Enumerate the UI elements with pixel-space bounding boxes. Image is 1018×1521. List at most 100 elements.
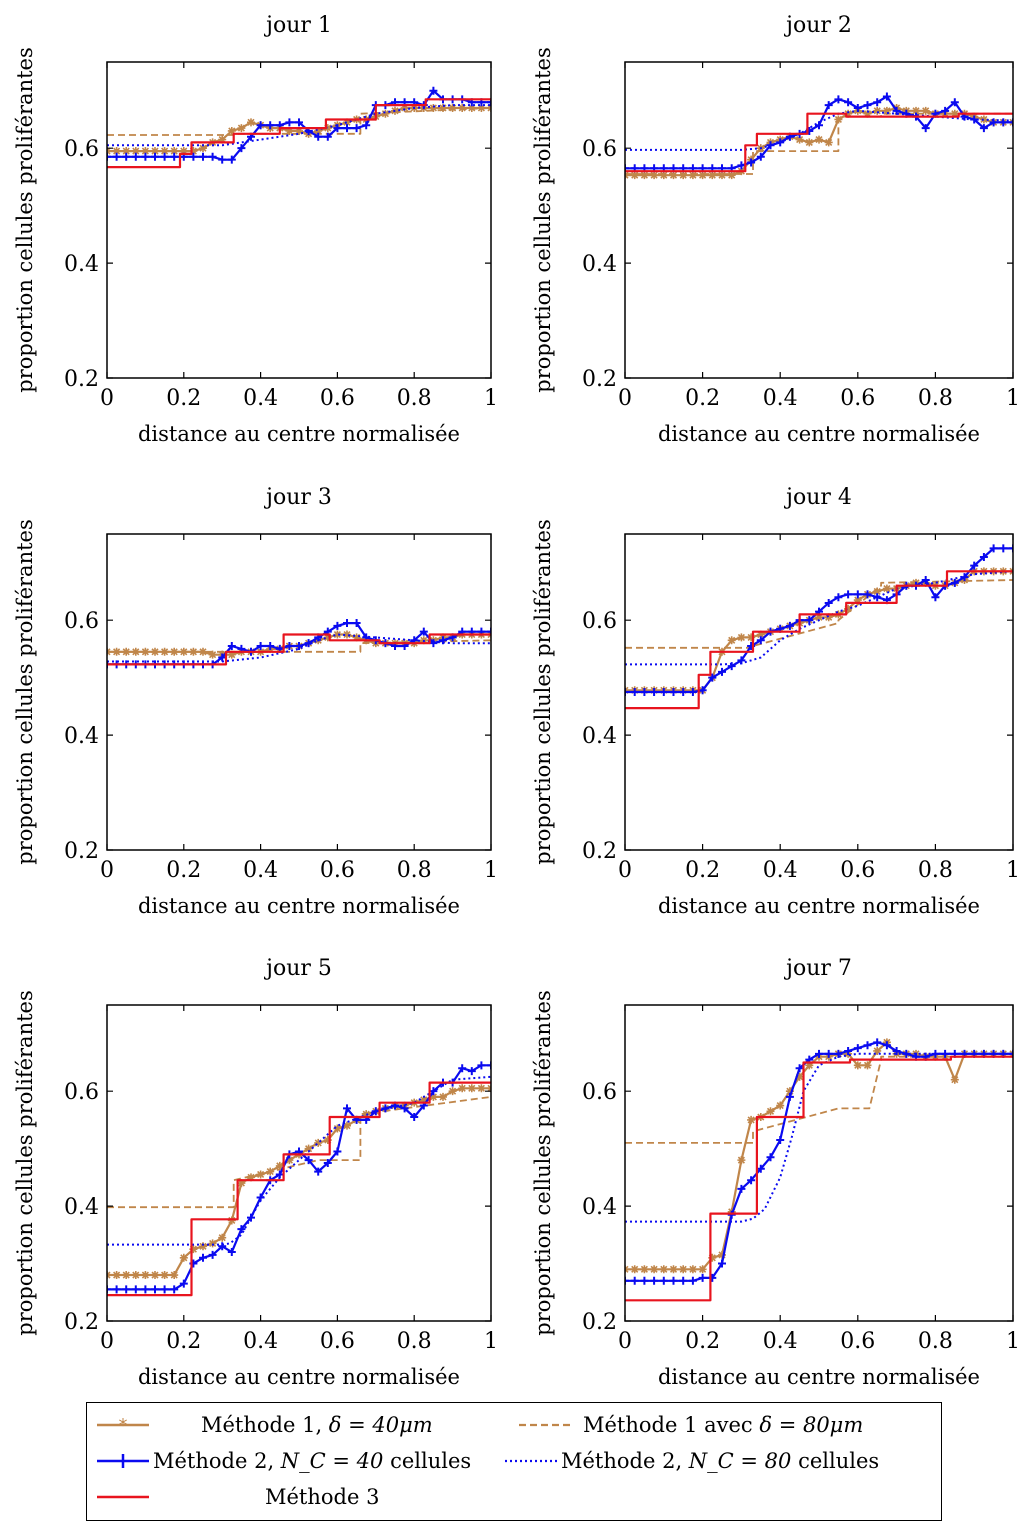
x-tick-label: 0.4 <box>243 1329 278 1354</box>
series-line-methode-1-avec-80-m <box>107 1096 491 1209</box>
legend-symbol-methode-1-80 <box>519 1423 571 1427</box>
data-point <box>227 650 236 659</box>
data-point <box>429 1092 438 1101</box>
data-point <box>448 1087 457 1096</box>
legend-label-methode-1-40: Méthode 1, δ = 40μm <box>201 1413 433 1437</box>
data-point <box>429 86 438 95</box>
data-point <box>429 103 438 112</box>
data-point <box>795 135 804 144</box>
x-tick-label: 0 <box>618 858 632 883</box>
x-tick-label: 0.6 <box>320 858 355 883</box>
data-point <box>170 147 179 156</box>
data-point <box>756 630 765 639</box>
data-point <box>718 171 726 180</box>
data-point <box>737 1184 746 1193</box>
data-point <box>882 92 891 101</box>
data-point <box>727 1210 736 1219</box>
data-point <box>737 161 746 170</box>
data-point <box>218 135 227 144</box>
data-point <box>979 552 988 561</box>
data-point <box>477 103 486 112</box>
data-point <box>873 587 882 596</box>
data-point <box>630 1265 639 1274</box>
y-tick-label: 0.6 <box>582 1080 617 1105</box>
x-tick-label: 0.8 <box>397 858 432 883</box>
data-point <box>824 613 833 622</box>
data-point <box>295 642 303 651</box>
data-point <box>853 596 862 605</box>
data-point <box>863 109 872 118</box>
data-point <box>410 1113 419 1122</box>
plot-frame <box>624 533 1014 851</box>
data-point <box>873 593 882 602</box>
data-point <box>950 578 959 587</box>
x-tick-label: 0.4 <box>763 1329 798 1354</box>
y-tick-label: 0.4 <box>582 724 617 749</box>
data-point <box>785 1092 794 1101</box>
data-point <box>199 647 207 656</box>
data-point <box>853 590 862 599</box>
data-point <box>708 1253 717 1262</box>
x-tick-label: 0.2 <box>166 1329 201 1354</box>
series-group <box>625 1038 1013 1302</box>
legend-symbol-methode-2-40 <box>97 1454 149 1468</box>
svg-text:*: * <box>119 1415 128 1436</box>
y-tick-label: 0.6 <box>64 137 99 162</box>
data-point <box>718 1250 726 1259</box>
data-point <box>477 1084 486 1093</box>
data-point <box>737 633 746 642</box>
data-point <box>218 653 227 662</box>
series-line-methode-3 <box>107 1081 491 1297</box>
data-point <box>199 152 207 161</box>
data-point <box>208 650 217 659</box>
data-point <box>179 1279 188 1288</box>
y-axis-label: proportion cellules proliférantes <box>531 990 555 1335</box>
legend-label-methode-3: Méthode 3 <box>265 1485 380 1509</box>
series-line-methode-3 <box>625 1055 1013 1302</box>
data-point <box>247 1173 255 1182</box>
data-point <box>458 1084 467 1093</box>
x-tick-label: 0 <box>100 1329 114 1354</box>
data-point <box>979 124 988 133</box>
x-tick-label: 0.2 <box>166 386 201 411</box>
data-point <box>844 604 853 613</box>
legend-symbol-methode-3 <box>97 1495 149 1499</box>
data-point <box>141 147 150 156</box>
data-point <box>323 1159 332 1167</box>
data-point <box>275 1161 284 1170</box>
data-point <box>625 688 629 696</box>
x-tick-label: 0.6 <box>320 386 355 411</box>
data-point <box>208 1250 217 1259</box>
data-point <box>708 673 717 682</box>
data-point <box>266 642 275 651</box>
data-point <box>131 147 140 156</box>
x-tick-label: 0.4 <box>243 858 278 883</box>
x-tick-label: 0.2 <box>685 386 720 411</box>
data-point <box>785 1087 794 1096</box>
legend-symbol-methode-2-80 <box>505 1459 557 1463</box>
data-point <box>640 1276 649 1285</box>
data-point <box>912 106 920 115</box>
y-axis-label: proportion cellules proliférantes <box>13 519 37 864</box>
data-point <box>718 1259 726 1268</box>
data-point <box>160 152 169 161</box>
data-point <box>669 688 678 696</box>
data-point <box>112 152 121 161</box>
data-point <box>112 1271 121 1280</box>
data-point <box>747 158 756 167</box>
data-point <box>892 1046 901 1055</box>
data-point <box>304 1144 313 1153</box>
data-point <box>669 1276 678 1285</box>
x-tick-label: 0.6 <box>840 1329 875 1354</box>
data-point <box>237 144 246 153</box>
data-point <box>333 1124 342 1133</box>
x-tick-label: 0.4 <box>763 386 798 411</box>
x-tick-label: 0.4 <box>243 386 278 411</box>
data-point <box>669 171 678 180</box>
data-point <box>640 688 649 696</box>
data-point <box>170 1271 179 1280</box>
